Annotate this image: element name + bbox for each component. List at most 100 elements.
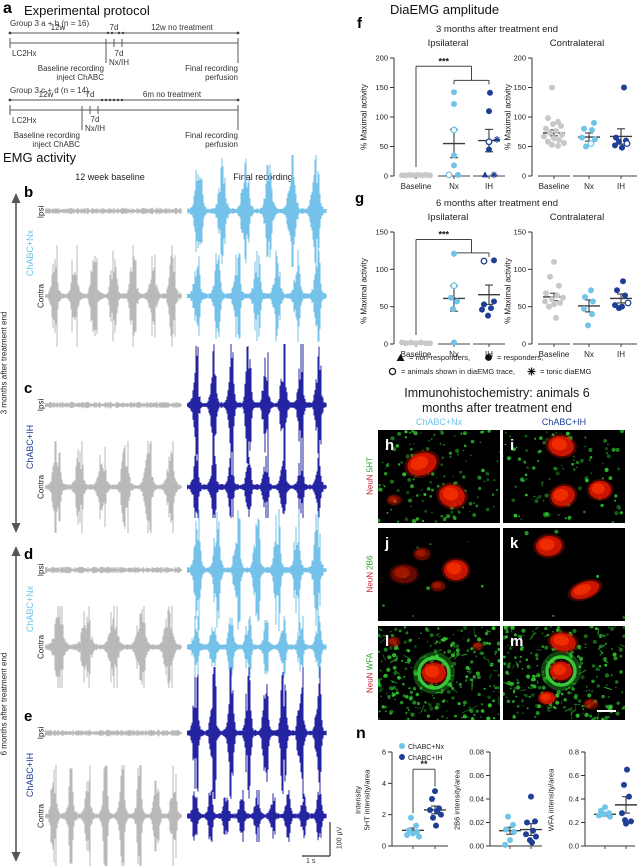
emg-title: EMG activity <box>3 150 76 165</box>
data-point <box>486 146 492 153</box>
legend-responders: = responders, <box>497 353 544 362</box>
data-point <box>491 298 497 305</box>
data-point <box>487 89 493 96</box>
row-label-wfa: WFA <box>365 652 375 671</box>
significance-stars: *** <box>438 56 449 66</box>
data-point <box>450 305 456 312</box>
data-point <box>590 298 596 305</box>
y-tick-label: 4 <box>382 779 386 788</box>
data-point <box>451 250 457 257</box>
data-point <box>542 298 548 305</box>
y-tick-label: 0 <box>384 172 388 181</box>
red-neuron-cell <box>441 557 471 583</box>
side-arrow-3mo <box>11 193 21 533</box>
data-point <box>553 314 559 321</box>
red-neuron-cell <box>436 482 468 510</box>
legend-non-responders: = non-responders, <box>409 353 471 362</box>
significance-bracket <box>412 768 436 814</box>
y-tick-label: 100 <box>375 113 388 122</box>
category-label: Nx <box>449 182 459 191</box>
data-point <box>408 814 414 821</box>
y-tick-label: 6 <box>382 748 386 757</box>
red-neuron-cell <box>547 630 579 654</box>
y-tick-label: 50 <box>380 142 388 151</box>
data-point <box>549 141 555 148</box>
y-tick-label: 0 <box>384 340 388 349</box>
y-tick-label: 0.8 <box>569 748 579 757</box>
data-point <box>524 819 530 826</box>
data-point <box>591 119 597 126</box>
data-point <box>602 804 608 811</box>
data-point <box>427 340 433 347</box>
scale-label-time: 1 s <box>306 858 316 865</box>
data-point <box>547 129 553 136</box>
side-arrow-6mo <box>11 546 21 862</box>
emg-trace-b-ipsi-final <box>187 155 327 267</box>
emg-trace-b-contra-base <box>45 245 182 347</box>
data-point <box>510 821 516 828</box>
category-label: IH <box>617 350 625 359</box>
micrograph-letter: k <box>510 535 519 552</box>
data-point <box>429 796 435 802</box>
green-speckles <box>503 626 625 720</box>
data-point <box>432 788 438 795</box>
micrograph-letter: m <box>510 633 523 650</box>
triangle-icon <box>396 354 405 361</box>
f-ipsilateral-title: Ipsilateral <box>427 38 469 49</box>
y-tick-label: 200 <box>513 54 526 63</box>
filled-circle-icon <box>485 354 492 361</box>
category-label: Nx <box>584 350 594 359</box>
data-point <box>559 131 565 138</box>
data-point <box>530 827 536 834</box>
data-point <box>523 831 529 838</box>
group2-end1: Final recording <box>185 131 238 140</box>
scatter-f_ipsi: 0 50 100 150 200 *** Baseline Nx IH <box>375 54 505 191</box>
category-label: Baseline <box>539 182 570 191</box>
significance-bracket <box>415 238 490 336</box>
data-point <box>529 839 535 846</box>
green-speckles <box>382 541 484 617</box>
data-point <box>416 833 422 840</box>
category-label: IH <box>485 182 493 191</box>
group1-base1: Baseline recording <box>38 64 104 73</box>
y-tick-label: 100 <box>513 113 526 122</box>
red-neuron-cell <box>547 660 575 682</box>
data-point <box>488 305 494 312</box>
data-point <box>581 305 587 312</box>
n-ylabel-intensity: Intensity <box>353 786 363 814</box>
scatter-f_contra: 0 50 100 150 200 Baseline Nx IH <box>513 54 637 191</box>
group1-mid1: 7d <box>115 49 124 58</box>
scatter-g_contra: 0 50 100 150 Baseline Nx IH <box>513 228 637 359</box>
data-point-open <box>623 140 631 147</box>
f-contralateral-title: Contralateral <box>549 38 605 49</box>
red-neuron-cell <box>533 533 565 559</box>
y-tick-label: 0.6 <box>569 771 579 780</box>
green-speckles <box>524 529 625 620</box>
data-point <box>558 122 564 129</box>
red-neuron-cell <box>567 578 603 602</box>
data-point-star <box>490 171 498 179</box>
data-point <box>607 813 613 820</box>
data-point <box>619 810 625 817</box>
perineuronal-net-ring <box>545 655 577 687</box>
data-point <box>619 144 625 151</box>
red-neuron-cell <box>582 697 600 711</box>
data-point <box>589 126 595 133</box>
group-label-d: ChABC+Nx <box>25 585 35 633</box>
data-point <box>616 138 622 145</box>
perineuronal-net-glow <box>541 651 581 691</box>
data-point <box>588 287 594 294</box>
tonic-star-icon <box>527 367 536 376</box>
category-label: IH <box>617 182 625 191</box>
group-label-b: ChABC+Nx <box>25 229 35 277</box>
data-point <box>502 841 508 848</box>
side-label-3-months: 3 months after treatment end <box>0 311 9 415</box>
data-point <box>623 820 629 827</box>
data-point <box>546 303 552 310</box>
group1-mid2: Nx/IH <box>109 58 129 67</box>
data-point <box>532 818 538 825</box>
legend-dot-ih <box>399 754 405 760</box>
y-tick-label: 200 <box>375 54 388 63</box>
group1-name: Group 3 a + b (n = 16) <box>10 19 89 28</box>
